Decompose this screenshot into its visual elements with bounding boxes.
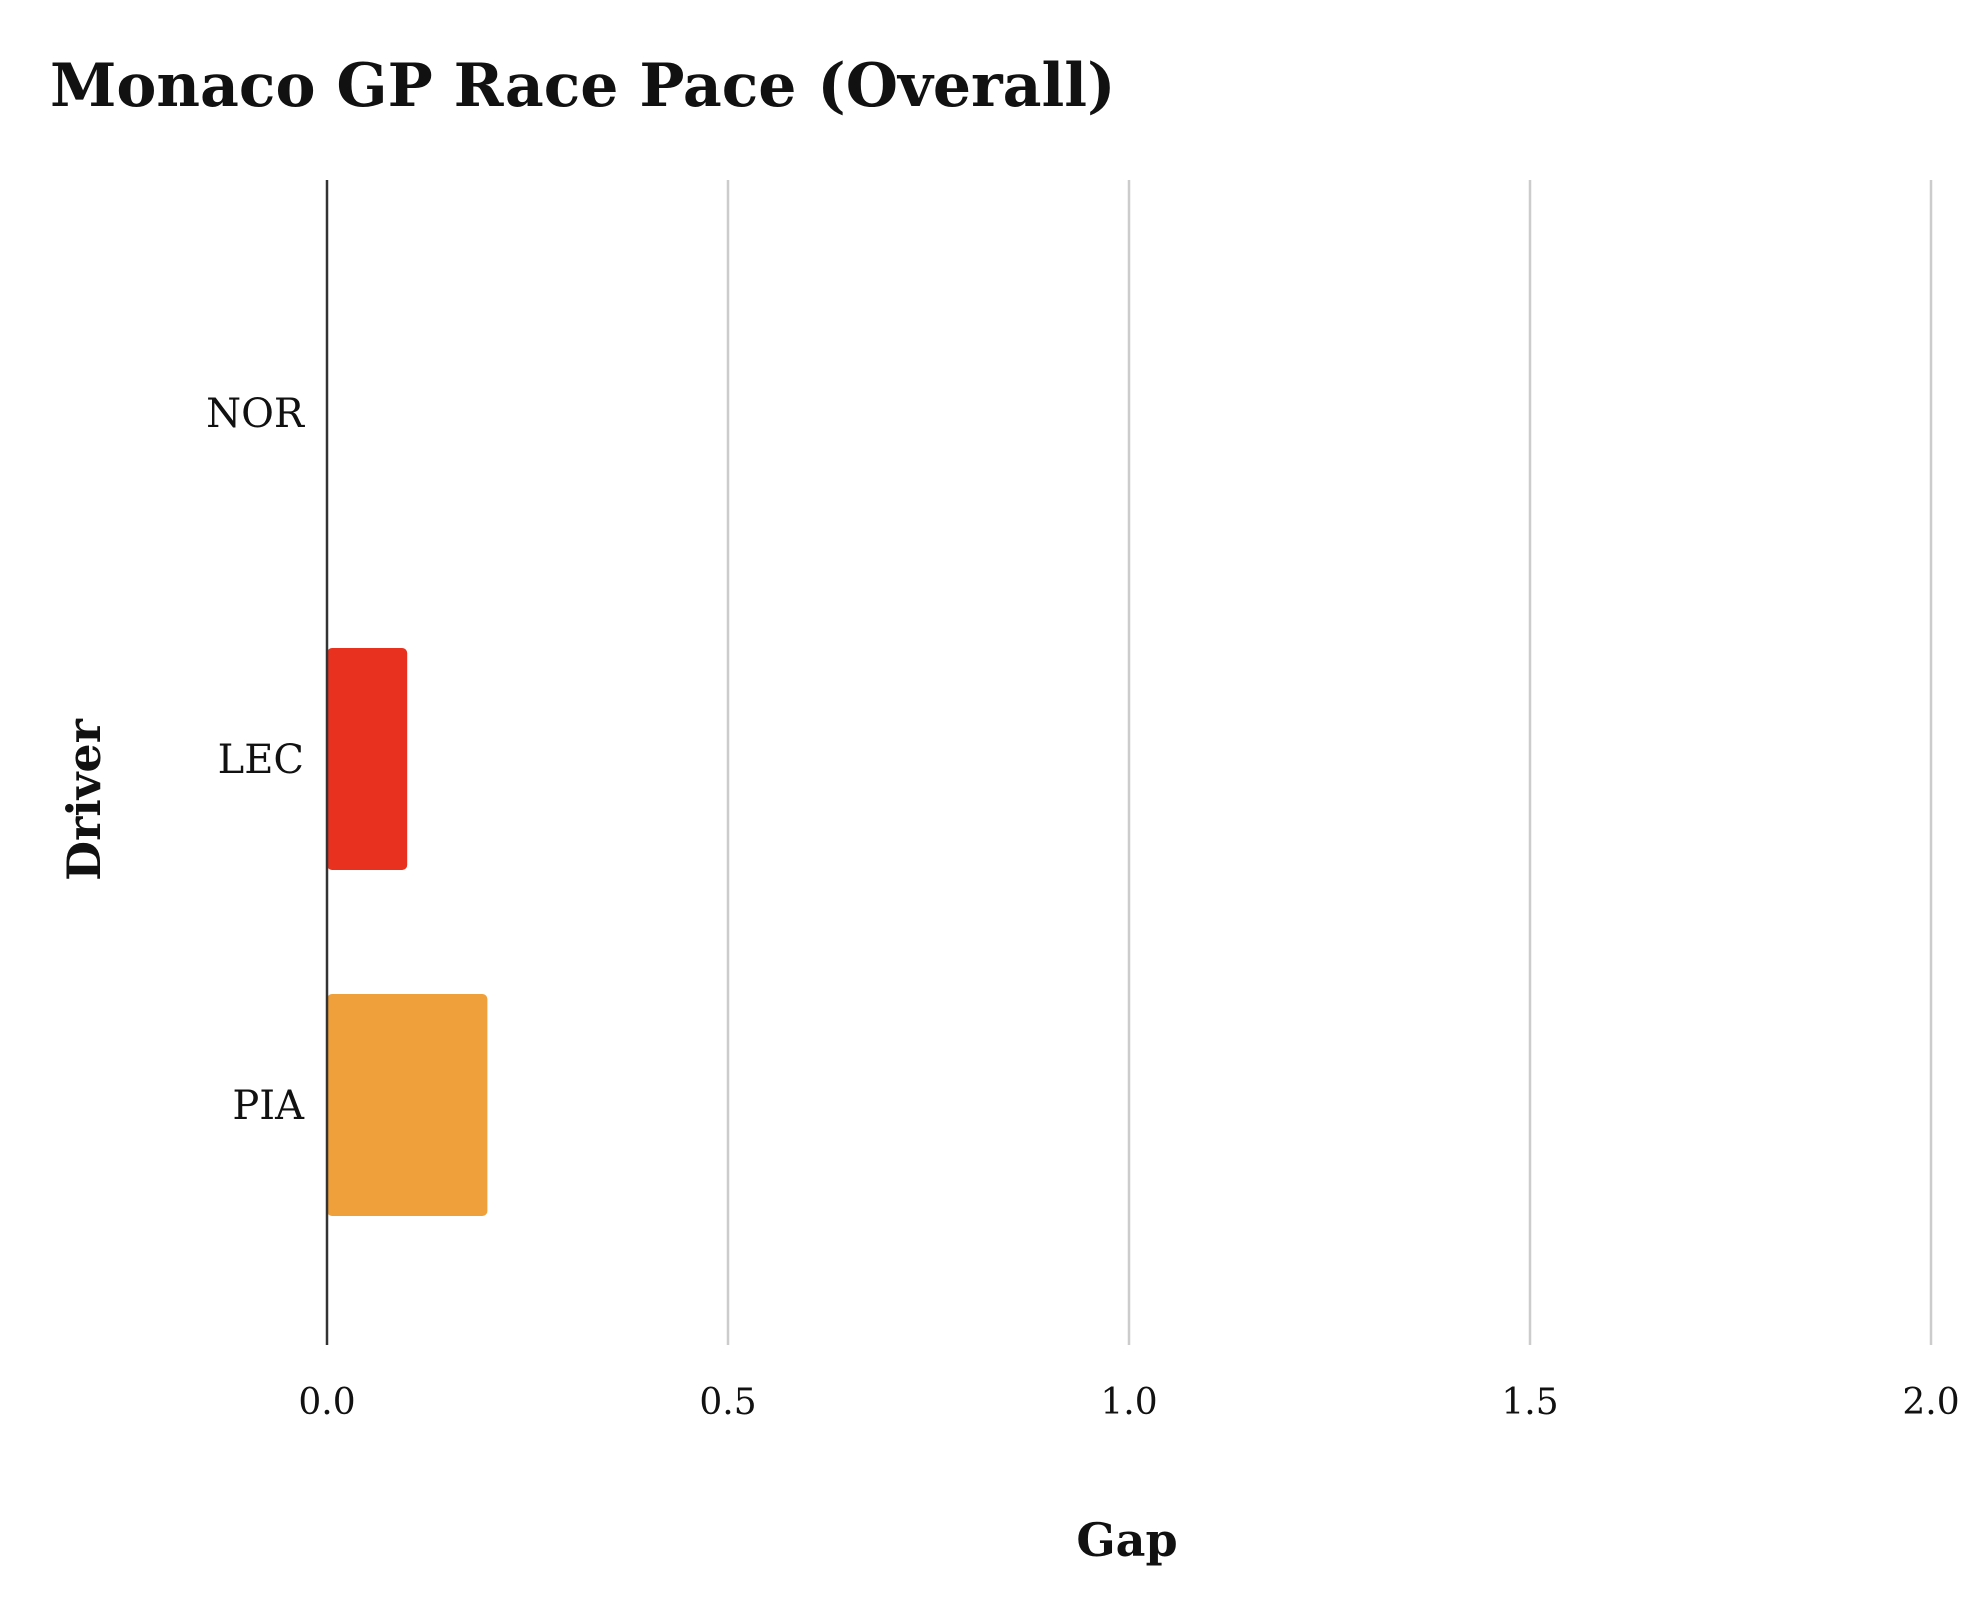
grid-layer (726, 180, 1933, 1345)
x-tick-label: 0.0 (298, 1382, 355, 1423)
x-tick-label: 1.5 (1501, 1382, 1558, 1423)
y-tick-label-lec: LEC (218, 737, 304, 783)
y-tick-label-nor: NOR (206, 391, 306, 437)
chart-title: Monaco GP Race Pace (Overall) (50, 51, 1115, 121)
bar-layer (327, 648, 488, 1216)
x-tick-label: 0.5 (699, 1382, 756, 1423)
x-tick-label: 2.0 (1902, 1382, 1959, 1423)
x-tick-label: 1.0 (1100, 1382, 1157, 1423)
y-axis-title: Driver (57, 718, 111, 881)
y-tick-labels: NOR LEC PIA (206, 391, 306, 1129)
x-axis-title: Gap (1076, 1513, 1177, 1567)
x-tick-labels: 0.0 0.5 1.0 1.5 2.0 (298, 1382, 1959, 1423)
y-tick-label-pia: PIA (232, 1083, 305, 1129)
bar-pia (327, 994, 488, 1216)
bar-lec (327, 648, 408, 870)
